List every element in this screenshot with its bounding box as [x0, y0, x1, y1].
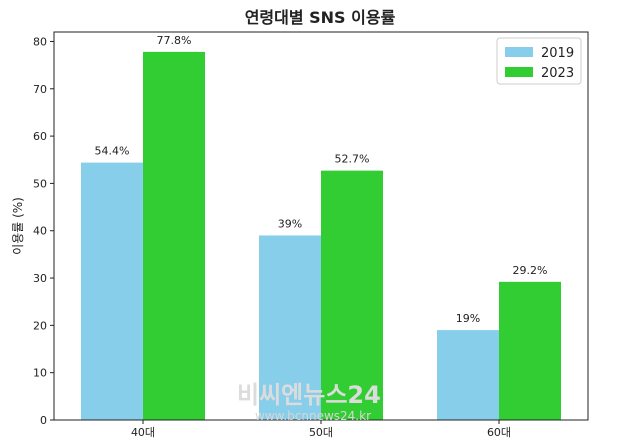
data-label-2023-40대: 77.8%: [157, 34, 192, 47]
data-label-2023-50대: 52.7%: [335, 153, 370, 166]
y-tick-label: 30: [33, 272, 47, 285]
bar-2023-60대: [499, 281, 561, 420]
y-tick-label: 0: [40, 414, 47, 427]
bar-2019-60대: [437, 330, 499, 420]
legend-swatch-2023: [505, 67, 533, 77]
legend-label-2019: 2019: [541, 46, 574, 61]
watermark-url: www.bcnnews24.kr: [255, 409, 371, 423]
legend: 2019 2023: [496, 37, 582, 85]
watermark: 비씨엔뉴스24 www.bcnnews24.kr: [237, 381, 381, 423]
data-label-2023-60대: 29.2%: [513, 264, 548, 277]
x-tick-label-50대: 50대: [309, 426, 333, 439]
bar-2023-50대: [321, 170, 383, 420]
y-tick-label: 60: [33, 130, 47, 143]
data-label-2019-40대: 54.4%: [95, 145, 130, 158]
y-tick-label: 70: [33, 83, 47, 96]
x-tick-label-60대: 60대: [487, 426, 511, 439]
y-tick-label: 10: [33, 367, 47, 380]
legend-label-2023: 2023: [541, 66, 574, 81]
y-tick-label: 50: [33, 177, 47, 190]
y-tick-label: 80: [33, 35, 47, 48]
bar-2019-50대: [259, 235, 321, 420]
y-tick-label: 40: [33, 225, 47, 238]
watermark-logo-text: 비씨엔뉴스24: [237, 381, 381, 409]
chart-title: 연령대별 SNS 이용률: [245, 8, 396, 27]
bar-2019-40대: [81, 162, 143, 420]
plot-area: 54.4% 39% 19% 77.8% 52.7% 29.2% 0 10 20 30 40 50 60 7…: [33, 31, 589, 439]
legend-swatch-2019: [505, 47, 533, 57]
data-label-2019-50대: 39%: [278, 217, 302, 230]
x-tick-label-40대: 40대: [131, 426, 155, 439]
data-label-2019-60대: 19%: [456, 312, 480, 325]
bar-2023-40대: [143, 51, 205, 420]
y-axis-label: 이용률 (%): [11, 197, 25, 255]
y-tick-label: 20: [33, 319, 47, 332]
